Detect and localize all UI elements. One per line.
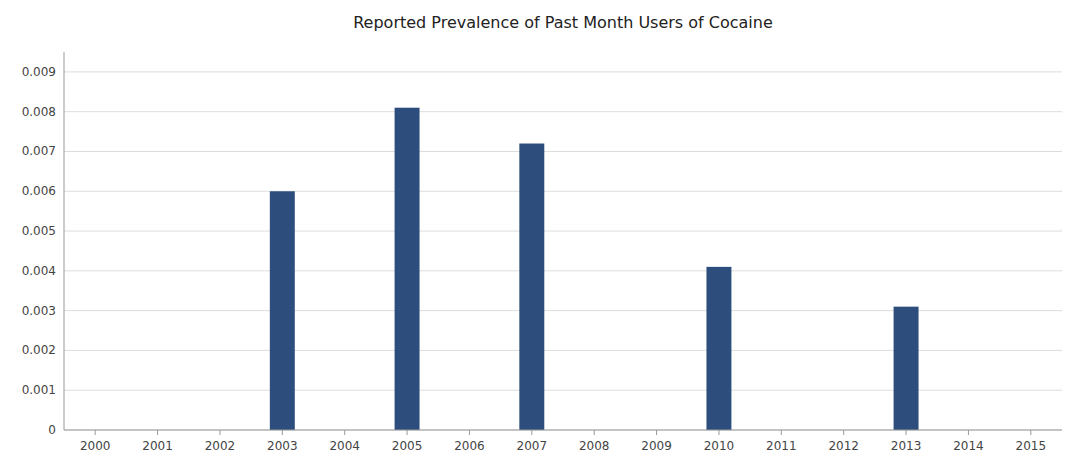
x-axis: 2000 2001 2002 2003 2004 2005 2006 2007 2008 2009… bbox=[64, 430, 1062, 453]
bar bbox=[270, 191, 295, 430]
grid bbox=[64, 72, 1062, 430]
x-tick bbox=[843, 430, 844, 435]
y-tick-label: 0.003 bbox=[22, 304, 56, 318]
x-tick bbox=[531, 430, 532, 435]
x-tick-label: 2015 bbox=[1016, 439, 1047, 453]
x-tick-label: 2001 bbox=[142, 439, 173, 453]
grid-line bbox=[64, 71, 1062, 72]
x-tick bbox=[1030, 430, 1031, 435]
x-tick bbox=[968, 430, 969, 435]
y-tick-label: 0.007 bbox=[22, 144, 56, 158]
bars bbox=[270, 108, 919, 430]
x-tick bbox=[95, 430, 96, 435]
y-tick-label: 0.001 bbox=[22, 383, 56, 397]
y-axis-line bbox=[64, 52, 65, 430]
x-tick-label: 2007 bbox=[517, 439, 548, 453]
x-tick bbox=[718, 430, 719, 435]
grid-line bbox=[64, 151, 1062, 152]
bar bbox=[519, 144, 544, 430]
grid-line bbox=[64, 270, 1062, 271]
x-tick bbox=[282, 430, 283, 435]
grid-line bbox=[64, 430, 1062, 431]
x-tick bbox=[469, 430, 470, 435]
x-tick-label: 2006 bbox=[454, 439, 485, 453]
x-tick bbox=[594, 430, 595, 435]
x-tick bbox=[219, 430, 220, 435]
y-tick-label: 0.006 bbox=[22, 184, 56, 198]
bar bbox=[706, 267, 731, 430]
x-tick bbox=[157, 430, 158, 435]
chart-container: Reported Prevalence of Past Month Users … bbox=[0, 0, 1086, 470]
x-tick bbox=[906, 430, 907, 435]
x-tick bbox=[656, 430, 657, 435]
x-tick bbox=[407, 430, 408, 435]
x-tick-label: 2010 bbox=[704, 439, 735, 453]
y-axis: 0 0.001 0.002 0.003 0.004 0.005 0.006 0.007 0.00… bbox=[22, 52, 64, 437]
y-tick-label: 0.008 bbox=[22, 105, 56, 119]
x-tick-label: 2013 bbox=[891, 439, 922, 453]
grid-line bbox=[64, 191, 1062, 192]
bar bbox=[395, 108, 420, 430]
y-tick-label: 0.009 bbox=[22, 65, 56, 79]
x-tick-label: 2009 bbox=[641, 439, 672, 453]
grid-line bbox=[64, 111, 1062, 112]
x-tick-label: 2014 bbox=[953, 439, 984, 453]
x-tick-label: 2000 bbox=[80, 439, 111, 453]
y-tick-label: 0.002 bbox=[22, 343, 56, 357]
y-tick-label: 0.005 bbox=[22, 224, 56, 238]
title: Reported Prevalence of Past Month Users … bbox=[353, 13, 773, 32]
x-axis-line bbox=[64, 430, 1062, 431]
x-tick-label: 2005 bbox=[392, 439, 423, 453]
x-tick-label: 2012 bbox=[828, 439, 859, 453]
x-tick bbox=[781, 430, 782, 435]
x-tick-label: 2008 bbox=[579, 439, 610, 453]
x-tick-label: 2003 bbox=[267, 439, 298, 453]
x-tick-label: 2002 bbox=[205, 439, 236, 453]
y-tick-label: 0.004 bbox=[22, 264, 56, 278]
grid-line bbox=[64, 231, 1062, 232]
x-tick-label: 2004 bbox=[329, 439, 360, 453]
chart-svg: Reported Prevalence of Past Month Users … bbox=[0, 0, 1086, 470]
x-tick bbox=[344, 430, 345, 435]
x-tick-label: 2011 bbox=[766, 439, 797, 453]
y-tick-label: 0 bbox=[48, 423, 56, 437]
bar bbox=[894, 307, 919, 430]
